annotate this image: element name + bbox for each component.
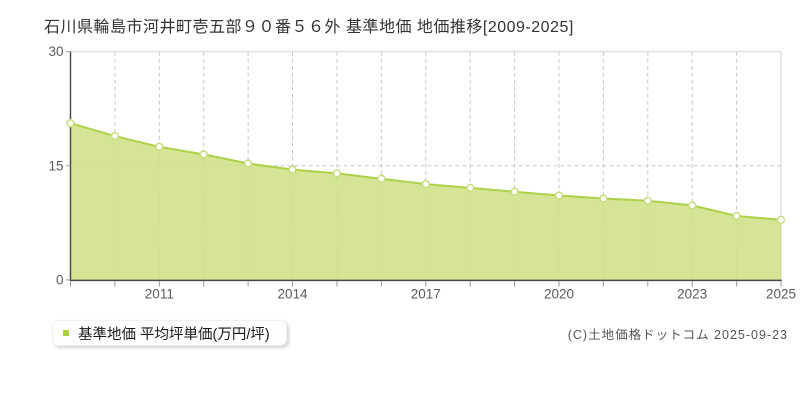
x-tick-label: 2017	[411, 286, 441, 301]
x-tick-label: 2014	[278, 286, 309, 301]
data-point-marker	[377, 174, 386, 183]
data-point-marker	[599, 194, 608, 203]
data-point-marker	[155, 142, 164, 151]
data-point-marker	[510, 187, 519, 196]
x-tick-label: 2025	[766, 286, 796, 301]
legend-marker-icon	[63, 330, 69, 336]
data-point-marker	[643, 196, 652, 205]
chart-title: 石川県輪島市河井町壱五部９０番５６外 基準地価 地価推移[2009-2025]	[44, 19, 574, 36]
y-tick-label: 30	[48, 44, 63, 59]
data-point-marker	[288, 165, 297, 174]
y-tick-label: 15	[48, 158, 63, 173]
data-point-marker	[466, 183, 475, 193]
data-point-marker	[66, 119, 75, 128]
x-tick-label: 2023	[677, 286, 707, 301]
data-point-marker	[199, 150, 208, 159]
data-point-marker	[110, 131, 120, 141]
x-tick-label: 2011	[145, 286, 174, 301]
data-point-marker	[732, 211, 741, 221]
data-point-marker	[688, 201, 697, 210]
data-point-marker	[776, 215, 786, 224]
y-tick-label: 0	[56, 272, 64, 287]
copyright-text: (C)土地価格ドットコム 2025-09-23	[567, 328, 788, 342]
data-point-marker	[421, 179, 430, 189]
area-fill	[70, 123, 781, 280]
legend-label: 基準地価 平均坪単価(万円/坪)	[78, 326, 270, 343]
data-point-marker	[332, 169, 342, 178]
data-point-marker	[554, 191, 564, 200]
data-point-marker	[243, 159, 253, 168]
legend: 基準地価 平均坪単価(万円/坪)	[52, 320, 287, 346]
x-tick-label: 2020	[544, 286, 574, 301]
